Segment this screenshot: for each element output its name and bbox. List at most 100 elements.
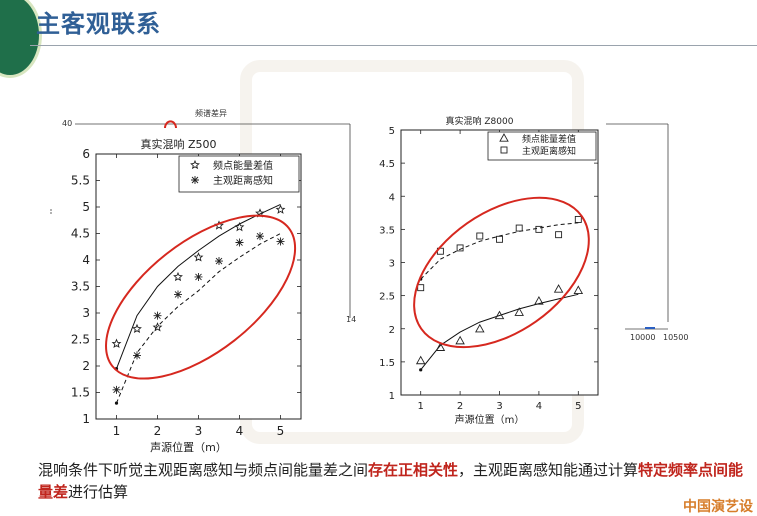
x-axis-label: 声源位置（m） xyxy=(150,440,227,454)
data-point-square xyxy=(476,232,484,240)
slide-title: 主客观联系 xyxy=(36,10,161,38)
x-tick-label: 2 xyxy=(457,401,463,412)
caption-highlight: 存在正相关性 xyxy=(368,461,459,479)
x-tick-label: 1 xyxy=(418,401,424,412)
data-point-square xyxy=(496,235,503,243)
data-point-square xyxy=(535,225,543,233)
data-point-square xyxy=(555,231,563,239)
data-point-square xyxy=(417,284,425,292)
y-tick-label: 1 xyxy=(389,391,395,402)
y-tick-label: 4 xyxy=(82,253,90,267)
x-tick-label: 3 xyxy=(195,424,203,438)
data-point-square xyxy=(456,244,464,252)
chart-z8000: 真实混响 Z8000 1 1.5 2 2.5 3 3.5 4 4.5 5 1 2 3 4 5 声源位置（m） 频… xyxy=(379,115,599,426)
y-tick-label: 4.5 xyxy=(379,159,395,170)
y-tick-label: 3.5 xyxy=(71,280,90,294)
legend-label: 频点能量差值 xyxy=(213,159,273,172)
legend-label: 主观距离感知 xyxy=(213,174,273,187)
logo: ◉ xyxy=(0,0,42,78)
chart-z500: 真实混响 Z500 1 1.5 2 2.5 3 3.5 4 4.5 5 5.5 6 1 2 3 4 5 声源位置（… xyxy=(71,137,302,454)
data-point-triangle xyxy=(534,295,544,305)
fragment-right-tick: 14 xyxy=(346,315,356,324)
highlight-ellipse xyxy=(105,214,297,380)
y-tick-label: 1.5 xyxy=(379,358,395,369)
y-tick-label: 3.5 xyxy=(379,225,395,236)
data-point-triangle xyxy=(514,307,524,316)
fragment-top-label: 频谱差异 xyxy=(195,108,227,118)
y-tick-label: 2 xyxy=(82,359,90,373)
data-point-star xyxy=(111,338,122,348)
data-point-star xyxy=(190,159,200,170)
brand-watermark: 中国演艺设 xyxy=(683,499,753,515)
x-tick-label: 3 xyxy=(496,401,502,412)
data-point-asterisk xyxy=(133,351,141,360)
data-point-square xyxy=(515,224,523,232)
y-tick-label: 2 xyxy=(389,325,395,336)
y-tick-label: 2.5 xyxy=(71,333,90,347)
fragment-top-tick: 40 xyxy=(62,119,72,128)
data-point-triangle xyxy=(455,335,465,345)
data-point-triangle xyxy=(475,323,485,333)
plot-area xyxy=(95,153,302,420)
legend-box xyxy=(487,131,597,161)
data-point-star xyxy=(132,323,142,334)
legend-label: 频点能量差值 xyxy=(522,133,576,145)
data-point-asterisk xyxy=(153,311,162,320)
y-tick-label: 4 xyxy=(389,192,395,203)
caption-highlight: 特定频率点间能量差 xyxy=(38,461,744,501)
y-tick-label: 5 xyxy=(82,200,90,214)
y-tick-label: 4.5 xyxy=(71,227,90,241)
x-tick-label: 5 xyxy=(277,424,285,438)
data-point-star xyxy=(275,204,286,214)
fragment-bottom-tick: 10000 xyxy=(630,333,655,342)
data-point-triangle xyxy=(435,342,446,351)
data-point-asterisk xyxy=(235,238,244,247)
data-point-asterisk xyxy=(191,176,199,184)
y-tick-label: 2.5 xyxy=(379,292,395,303)
y-tick-label: 3 xyxy=(389,259,395,270)
fit-line xyxy=(420,293,579,371)
fragment-red-arc xyxy=(164,120,177,129)
legend-label: 主观距离感知 xyxy=(522,145,576,157)
data-point-square xyxy=(574,215,582,223)
y-tick-label: 3 xyxy=(82,306,90,320)
y-tick-label: 1.5 xyxy=(71,386,90,400)
data-point-triangle xyxy=(494,310,505,320)
data-point-star xyxy=(173,271,183,282)
data-point-star xyxy=(193,252,204,262)
data-point-star xyxy=(234,221,245,232)
chart-title: 真实混响 Z8000 xyxy=(446,115,514,127)
slide-caption: 混响条件下听觉主观距离感知与频点间能量差之间存在正相关性，主观距离感知能通过计算… xyxy=(38,459,757,503)
x-tick-label: 4 xyxy=(236,424,244,438)
data-point-triangle xyxy=(553,284,564,293)
x-axis-label: 声源位置（m） xyxy=(455,413,525,426)
fit-line xyxy=(116,203,281,369)
y-tick-label: 1 xyxy=(82,412,90,426)
title-divider xyxy=(30,45,757,46)
y-tick-label: 5.5 xyxy=(71,174,90,188)
highlight-ellipse xyxy=(413,196,590,349)
data-point-star xyxy=(152,322,163,332)
fragment-bottom-tick: 10500 xyxy=(663,333,688,342)
data-point-asterisk xyxy=(112,385,121,394)
x-tick-label: 2 xyxy=(154,424,162,438)
data-point-asterisk xyxy=(215,257,223,266)
y-tick-label: 5 xyxy=(389,126,395,137)
legend-box xyxy=(178,155,300,193)
x-tick-label: 1 xyxy=(113,424,121,438)
chart-title: 真实混响 Z500 xyxy=(140,137,216,151)
fit-line xyxy=(116,233,281,404)
data-point-square xyxy=(500,146,508,154)
data-point-asterisk xyxy=(256,232,264,241)
data-point-triangle xyxy=(573,285,584,294)
x-tick-label: 5 xyxy=(575,401,581,412)
fit-line-start xyxy=(114,401,119,405)
caption-part: 进行估算 xyxy=(68,483,129,501)
data-point-asterisk xyxy=(194,272,203,281)
data-point-triangle xyxy=(499,133,509,142)
data-point-triangle xyxy=(415,355,426,365)
data-point-asterisk xyxy=(174,290,182,299)
fit-line-start xyxy=(419,368,423,372)
y-tick-label: 6 xyxy=(82,147,90,161)
